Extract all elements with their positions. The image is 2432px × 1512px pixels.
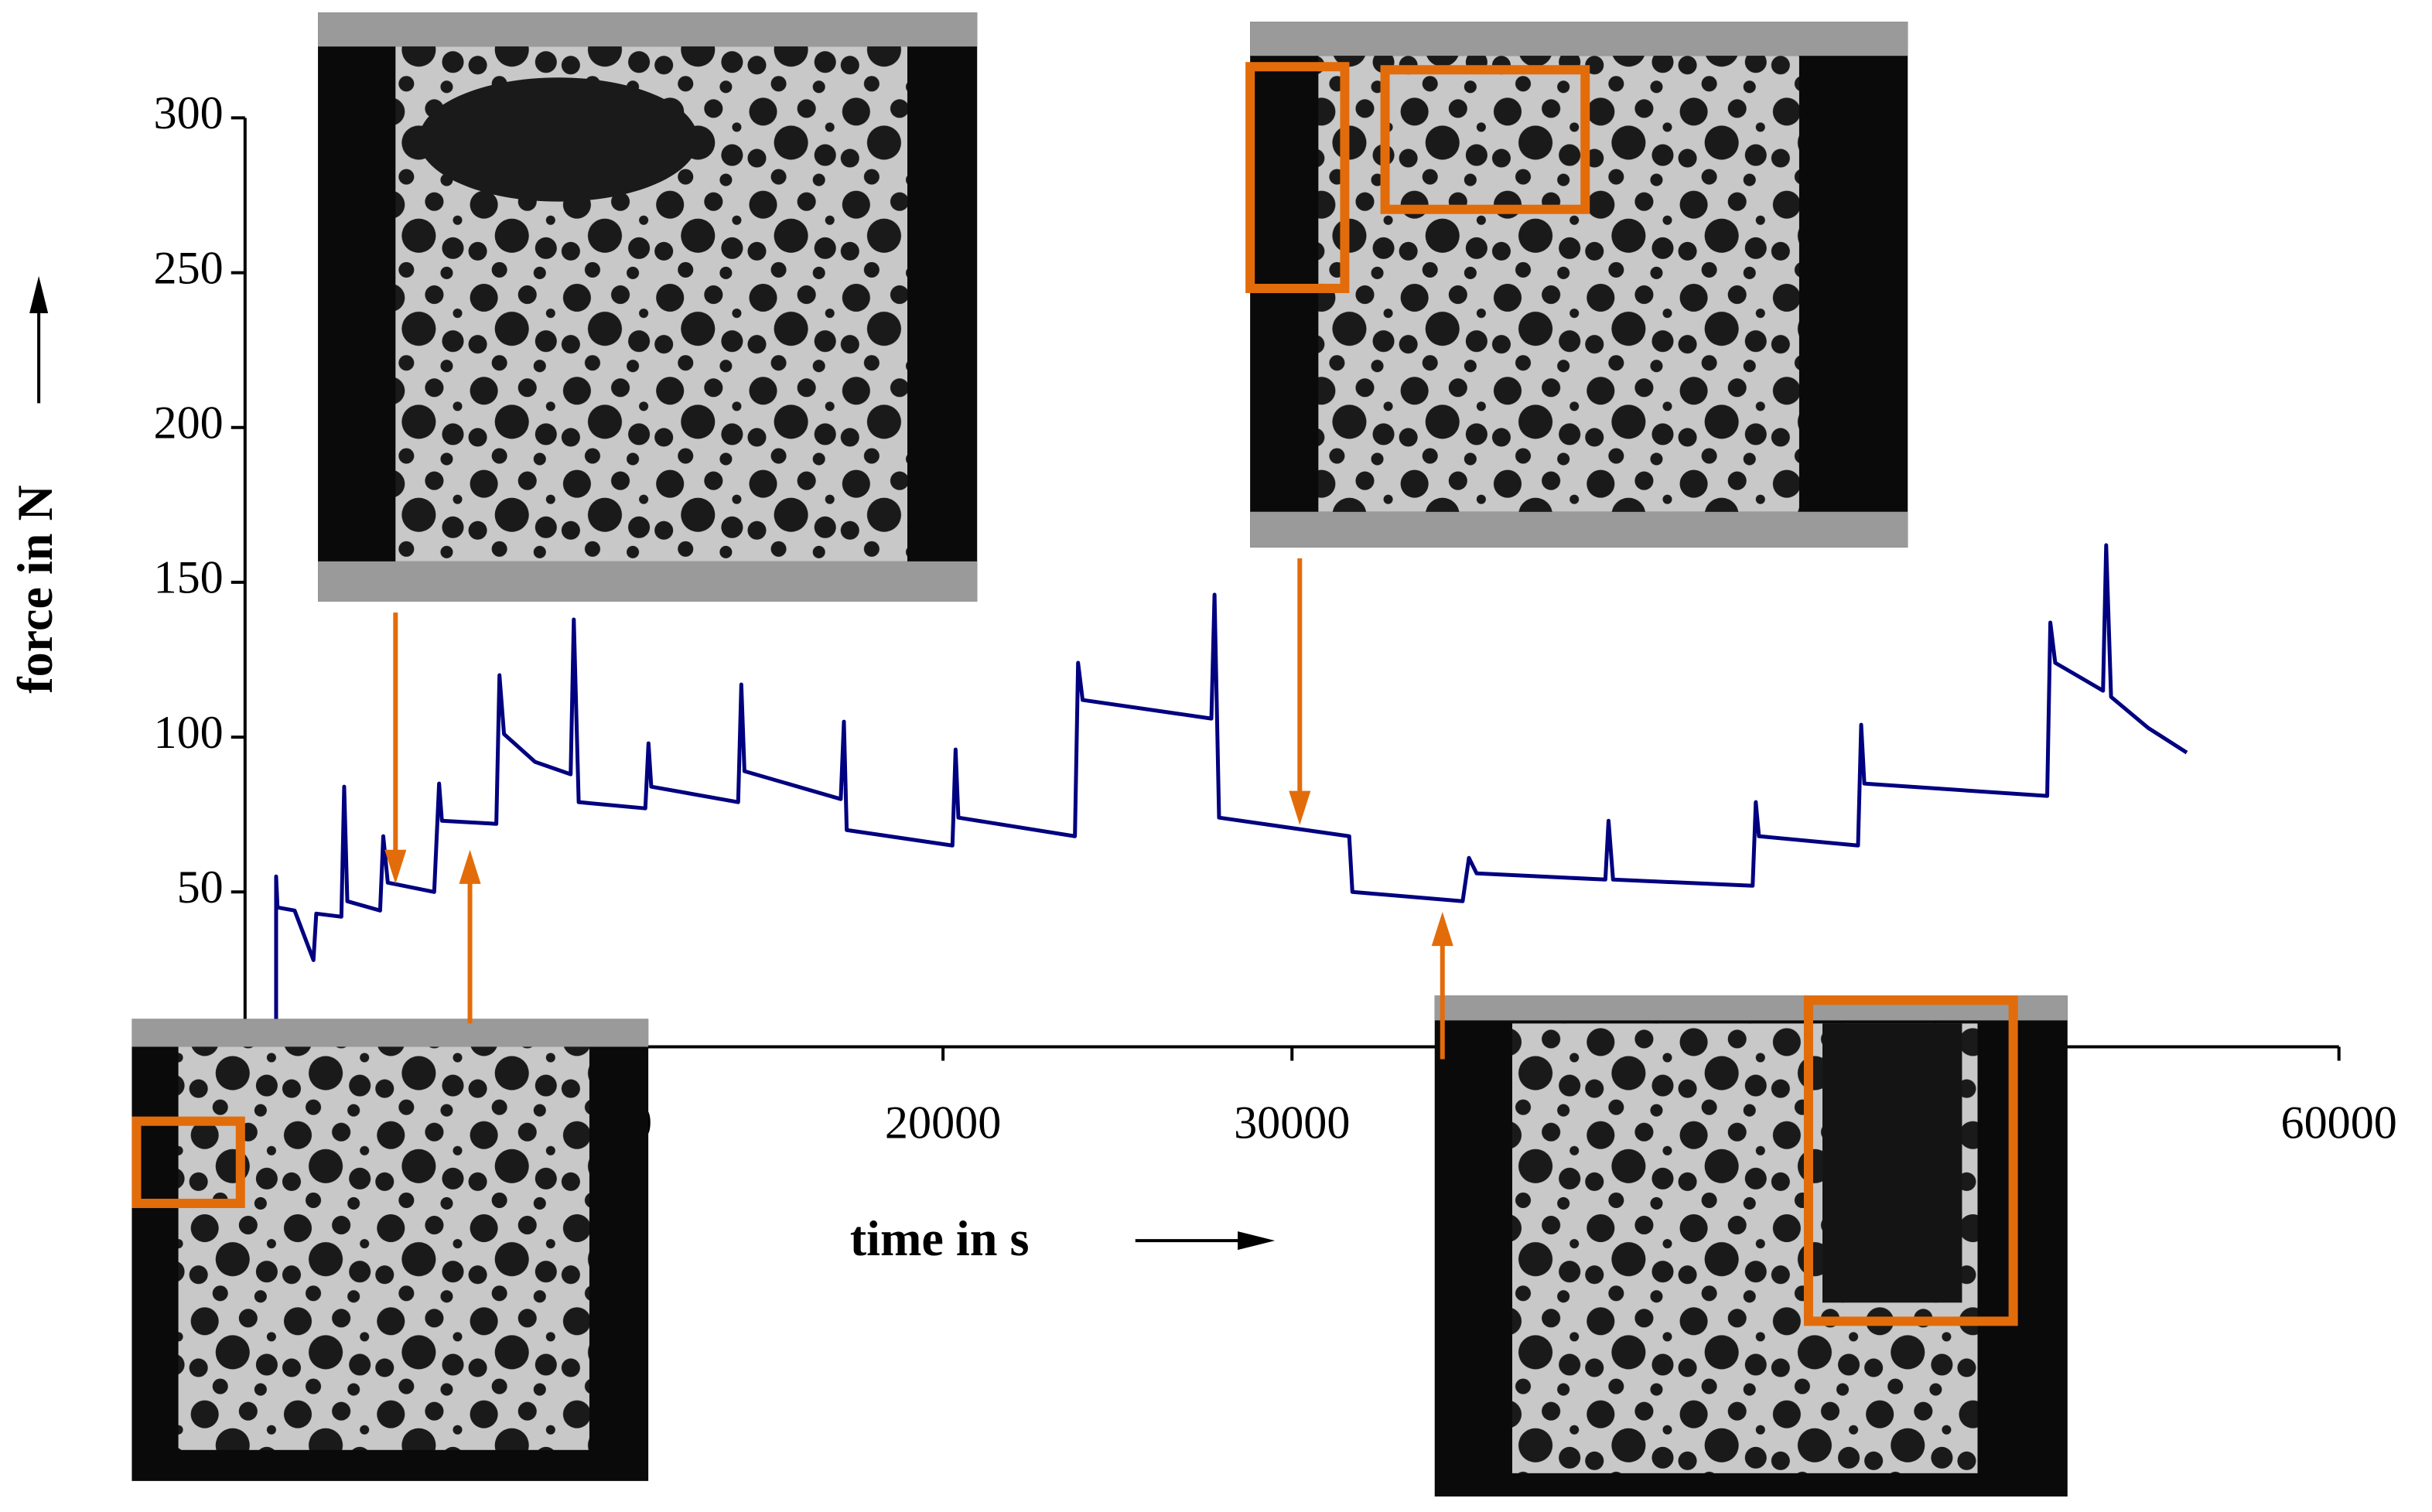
ct-image bbox=[132, 1019, 649, 1481]
y-tick-label: 300 bbox=[154, 87, 224, 139]
ct-image bbox=[1434, 995, 2068, 1497]
x-tick-label: 20000 bbox=[885, 1097, 1001, 1149]
ct-image bbox=[1245, 22, 1908, 548]
y-tick-label: 200 bbox=[154, 398, 224, 449]
y-tick-label: 100 bbox=[154, 707, 224, 759]
data-line bbox=[274, 543, 2188, 1022]
y-axis-label: force in N bbox=[8, 485, 63, 694]
y-tick-label: 50 bbox=[177, 862, 224, 913]
y-tick-label: 250 bbox=[154, 242, 224, 294]
x-tick-label: 30000 bbox=[1234, 1097, 1350, 1149]
x-tick-label: 60000 bbox=[2281, 1097, 2397, 1149]
x-axis-label: time in s bbox=[850, 1211, 1030, 1266]
ct-image bbox=[318, 12, 978, 602]
axis-arrows bbox=[29, 275, 1276, 1251]
y-tick-label: 150 bbox=[154, 552, 224, 604]
ct-images bbox=[132, 12, 2068, 1497]
arrows bbox=[384, 558, 1453, 1060]
